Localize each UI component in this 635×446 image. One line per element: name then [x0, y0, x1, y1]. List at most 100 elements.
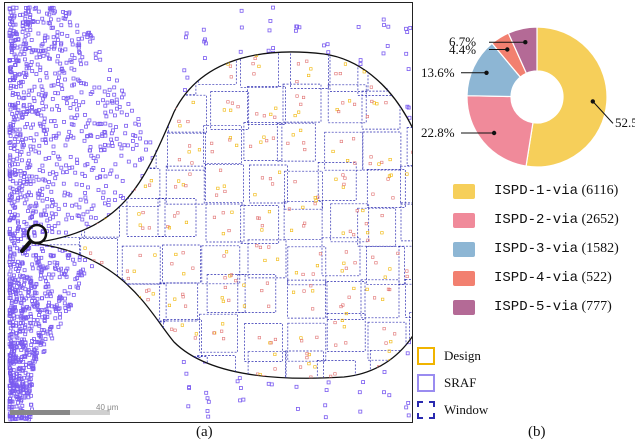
sraf-mark	[43, 93, 48, 98]
sraf-mark	[15, 281, 20, 286]
sraf-mark	[63, 202, 67, 207]
sraf-mark	[30, 262, 35, 267]
sraf-mark	[126, 102, 131, 106]
sraf-mark	[27, 205, 32, 210]
sraf-mark	[54, 308, 58, 313]
sraf-mark	[11, 404, 16, 409]
sraf-mark	[63, 296, 67, 301]
sraf-mark	[47, 171, 52, 176]
sraf-mark	[322, 43, 326, 48]
design-mark	[138, 253, 142, 257]
sraf-mark	[30, 18, 35, 23]
sraf-mark	[34, 72, 39, 76]
sraf-mark	[24, 41, 29, 46]
sraf-mark	[205, 409, 210, 413]
sraf-mark	[29, 314, 34, 319]
sraf-mark	[51, 253, 56, 258]
caption-b: (b)	[528, 424, 546, 440]
sraf-mark	[45, 11, 49, 16]
leader-line	[592, 101, 614, 124]
sraf-mark	[10, 355, 15, 360]
window-box	[284, 170, 323, 210]
sraf-mark	[382, 23, 386, 27]
sraf-mark	[125, 112, 129, 117]
sraf-mark	[15, 139, 20, 144]
design-mark	[309, 375, 313, 379]
sraf-mark	[79, 90, 84, 95]
sraf-mark	[114, 125, 118, 129]
sraf-mark	[23, 47, 28, 51]
sraf-mark	[24, 197, 29, 202]
sraf-mark	[23, 75, 28, 79]
design-mark	[355, 209, 359, 213]
window-box	[201, 245, 241, 285]
sraf-mark	[60, 31, 64, 36]
sraf-mark	[57, 298, 61, 303]
window-box	[317, 162, 357, 201]
sraf-mark	[106, 93, 111, 97]
sraf-mark	[48, 330, 53, 335]
design-mark	[225, 250, 229, 254]
sraf-mark	[31, 253, 36, 258]
sraf-mark	[51, 215, 55, 220]
sraf-mark	[8, 209, 12, 214]
window-box	[199, 313, 238, 353]
legend-label: ISPD-4-via (522)	[494, 270, 612, 286]
design-mark	[178, 124, 182, 128]
legend-item-1: ISPD-1-via (6116)	[453, 181, 618, 201]
sraf-mark	[52, 119, 57, 123]
sraf-mark	[22, 268, 27, 273]
sraf-mark	[8, 39, 13, 44]
sraf-mark	[42, 208, 47, 213]
design-mark	[297, 110, 301, 114]
design-mark	[170, 262, 174, 266]
sraf-mark	[381, 51, 386, 56]
sraf-mark	[14, 246, 19, 251]
scale-bar-label: 40 μm	[96, 403, 119, 412]
design-mark	[141, 211, 145, 215]
magnifier-icon[interactable]	[20, 223, 48, 253]
sraf-mark	[68, 285, 72, 290]
sraf-mark	[12, 78, 17, 82]
sraf-mark	[13, 308, 18, 313]
design-mark	[268, 177, 273, 181]
sraf-mark	[29, 393, 33, 398]
sraf-mark	[51, 150, 56, 155]
sraf-mark	[32, 340, 37, 345]
sraf-mark	[13, 323, 18, 328]
sraf-mark	[18, 178, 23, 183]
window-box	[321, 237, 361, 277]
sraf-mark	[22, 201, 27, 206]
sraf-mark	[53, 266, 58, 271]
sraf-mark	[36, 177, 41, 182]
sraf-mark	[48, 291, 52, 296]
sraf-mark	[53, 41, 57, 45]
sraf-mark	[53, 306, 58, 311]
design-mark	[318, 252, 323, 256]
sraf-mark	[81, 81, 86, 86]
sraf-mark	[89, 215, 93, 220]
sraf-mark	[75, 213, 80, 218]
sraf-mark	[268, 18, 273, 23]
sraf-mark	[53, 202, 58, 207]
sraf-mark	[358, 58, 363, 62]
sraf-mark	[57, 275, 62, 280]
sraf-mark	[66, 253, 71, 258]
sraf-mark	[31, 347, 36, 352]
sraf-mark	[19, 236, 24, 241]
design-mark	[371, 192, 375, 196]
legend-label: ISPD-5-via (777)	[494, 299, 612, 315]
design-mark	[384, 101, 388, 105]
sraf-mark	[21, 307, 25, 312]
sraf-mark	[55, 262, 59, 267]
sraf-mark	[96, 100, 100, 105]
window-box	[247, 86, 286, 125]
sraf-mark	[90, 264, 94, 269]
design-mark	[388, 158, 392, 162]
design-mark	[167, 226, 171, 230]
design-mark	[126, 276, 130, 281]
window-box	[205, 163, 244, 203]
sraf-mark	[7, 404, 12, 409]
design-mark	[242, 283, 246, 287]
sraf-mark	[56, 54, 60, 59]
